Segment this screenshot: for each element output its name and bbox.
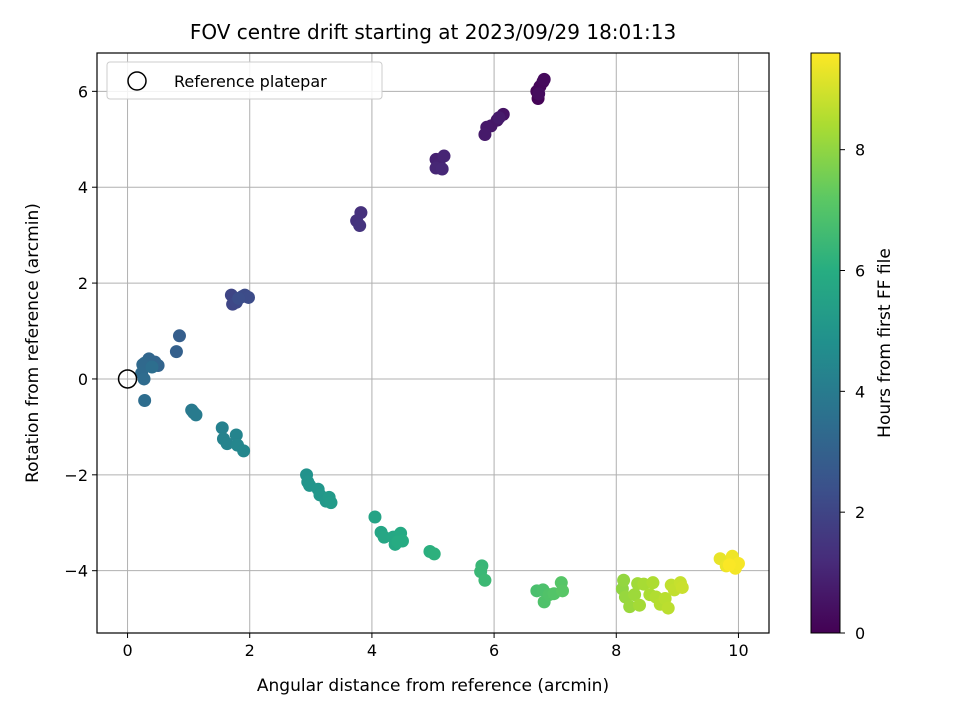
- data-point: [242, 290, 256, 304]
- plot-frame: [96, 52, 770, 634]
- data-point: [169, 345, 183, 359]
- data-point: [391, 535, 405, 549]
- data-point: [368, 510, 382, 524]
- data-point: [435, 162, 449, 176]
- colorbar-tick-label: 6: [855, 262, 865, 281]
- x-axis: 0 2 4 6 8 10: [122, 633, 749, 660]
- x-axis-label: Angular distance from reference (arcmin): [257, 676, 609, 696]
- x-tick-label: 0: [122, 641, 132, 660]
- data-point: [492, 111, 506, 125]
- x-tick-label: 2: [245, 641, 255, 660]
- legend: Reference platepar: [106, 61, 383, 100]
- data-point: [623, 600, 637, 614]
- data-point: [377, 530, 391, 544]
- data-point: [632, 598, 646, 612]
- y-tick-label: −2: [64, 466, 88, 485]
- colorbar-tick-label: 2: [855, 503, 865, 522]
- data-point: [353, 219, 367, 233]
- data-point: [646, 576, 660, 590]
- data-points: [135, 72, 745, 615]
- y-axis-label: Rotation from reference (arcmin): [23, 203, 43, 483]
- legend-box: [106, 61, 383, 100]
- data-point: [722, 558, 736, 572]
- data-point: [232, 291, 246, 305]
- legend-marker: [127, 71, 147, 91]
- data-point: [478, 127, 492, 141]
- x-tick-label: 4: [367, 641, 377, 660]
- chart-title: FOV centre drift starting at 2023/09/29 …: [190, 20, 676, 44]
- data-point: [237, 444, 251, 458]
- legend-entry: Reference platepar: [174, 72, 327, 91]
- data-point: [661, 601, 675, 615]
- data-point: [138, 394, 152, 408]
- colorbar-tick-label: 0: [855, 624, 865, 643]
- y-tick-label: 6: [78, 82, 88, 101]
- data-point: [437, 149, 451, 163]
- data-point: [220, 437, 234, 451]
- data-point: [628, 588, 642, 602]
- data-point: [145, 360, 159, 374]
- data-point: [532, 87, 546, 101]
- y-tick-label: 2: [78, 274, 88, 293]
- x-tick-label: 8: [611, 641, 621, 660]
- colorbar-label: Hours from first FF file: [875, 248, 895, 438]
- colorbar: [810, 52, 841, 634]
- y-tick-label: −4: [64, 562, 88, 581]
- y-axis: −4 −2 0 2 4 6: [64, 82, 97, 581]
- data-point: [617, 573, 631, 587]
- data-point: [137, 372, 151, 386]
- colorbar-axis: 0 2 4 6 8: [840, 141, 865, 643]
- data-point: [189, 408, 203, 422]
- y-tick-label: 4: [78, 178, 88, 197]
- x-tick-label: 10: [728, 641, 748, 660]
- data-point: [427, 547, 441, 561]
- data-point: [675, 580, 689, 594]
- data-point: [537, 72, 551, 86]
- x-tick-label: 6: [489, 641, 499, 660]
- data-point: [324, 496, 338, 510]
- data-point: [478, 573, 492, 587]
- data-point: [229, 428, 243, 442]
- data-point: [556, 584, 570, 598]
- y-tick-label: 0: [78, 370, 88, 389]
- data-point: [215, 421, 229, 435]
- colorbar-tick-label: 4: [855, 382, 865, 401]
- data-point: [172, 329, 186, 343]
- colorbar-tick-label: 8: [855, 141, 865, 160]
- reference-point: [117, 369, 138, 389]
